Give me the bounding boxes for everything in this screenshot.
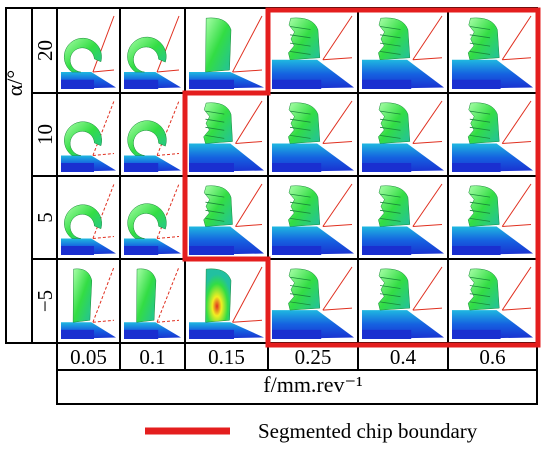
- simulation-cell: [185, 176, 268, 259]
- simulation-image-grid: [57, 8, 537, 343]
- simulation-cell: [120, 93, 185, 176]
- simulation-cell: [57, 176, 120, 259]
- simulation-cell: [448, 176, 537, 259]
- column-label: 0.1: [139, 345, 165, 369]
- simulation-cell: [268, 93, 358, 176]
- column-label: 0.05: [70, 345, 107, 369]
- simulation-cell: [358, 8, 448, 93]
- simulation-cell: [185, 93, 268, 176]
- column-labels: 0.05 0.1 0.15 0.25 0.4 0.6: [70, 345, 506, 369]
- column-label: 0.4: [390, 345, 417, 369]
- simulation-cell: [448, 93, 537, 176]
- column-label: 0.6: [479, 345, 505, 369]
- simulation-cell: [120, 259, 185, 343]
- simulation-cell: [448, 8, 537, 93]
- simulation-cell: [57, 259, 120, 343]
- simulation-cell: [185, 8, 268, 93]
- row-labels: 20 10 5 −5: [33, 40, 57, 312]
- row-label: 5: [33, 212, 57, 223]
- simulation-cell: [358, 93, 448, 176]
- simulation-cell: [268, 8, 358, 93]
- column-label: 0.15: [208, 345, 245, 369]
- simulation-cell: [448, 259, 537, 343]
- legend: Segmented chip boundary: [145, 419, 478, 443]
- y-axis-label: α/°: [2, 70, 27, 96]
- simulation-cell: [57, 93, 120, 176]
- legend-label: Segmented chip boundary: [258, 419, 478, 443]
- simulation-cell: [120, 8, 185, 93]
- row-label: −5: [33, 290, 57, 312]
- simulation-cell: [268, 259, 358, 343]
- simulation-cell: [57, 8, 120, 93]
- simulation-cell: [358, 259, 448, 343]
- simulation-cell: [120, 176, 185, 259]
- simulation-cell: [185, 259, 268, 343]
- x-axis-label: f/mm.rev⁻¹: [263, 372, 362, 397]
- simulation-cell: [358, 176, 448, 259]
- column-label: 0.25: [295, 345, 332, 369]
- simulation-cell: [268, 176, 358, 259]
- segmented-chip-boundary-outline: [182, 7, 541, 348]
- row-label: 10: [33, 124, 57, 145]
- row-label: 20: [33, 40, 57, 61]
